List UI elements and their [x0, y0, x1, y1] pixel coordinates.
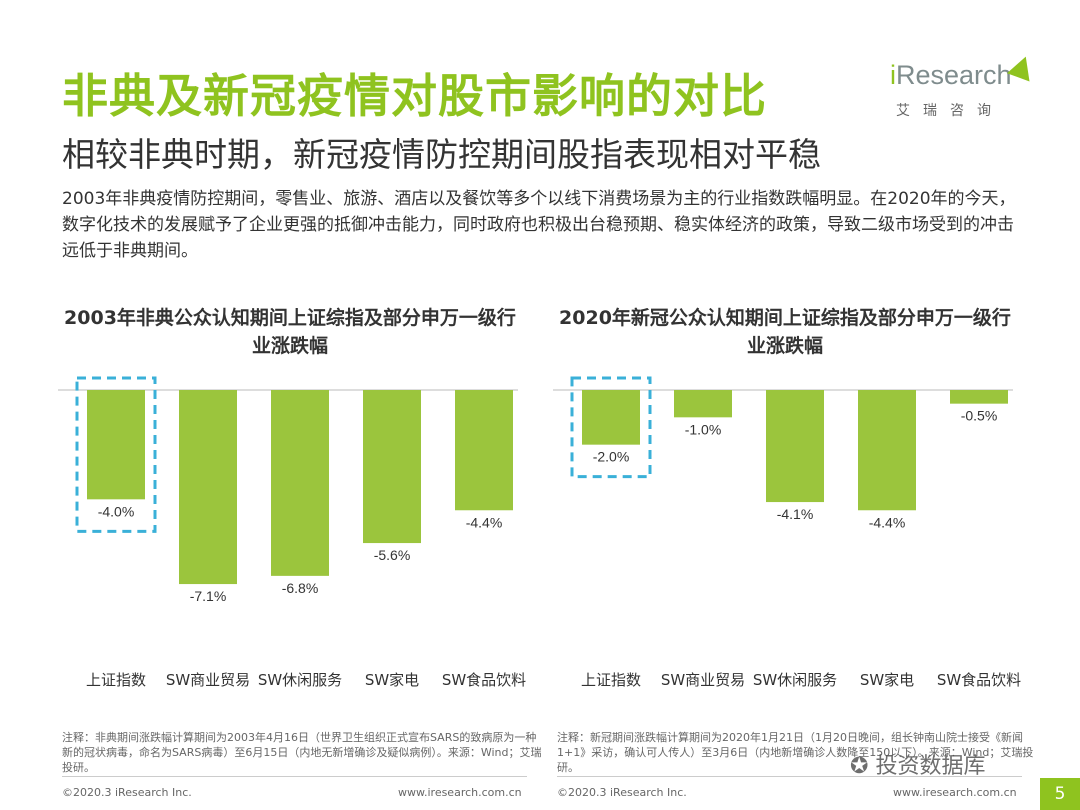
data-label: -4.4%: [869, 514, 906, 530]
category-label: SW商业贸易: [661, 671, 745, 689]
category-label: SW食品饮料: [442, 671, 526, 689]
page-title: 非典及新冠疫情对股市影响的对比: [62, 69, 767, 123]
page-number: 5: [1040, 778, 1080, 810]
bar: [179, 390, 237, 585]
data-label: -6.8%: [282, 580, 319, 596]
copyright-right: ©2020.3 iResearch Inc.: [557, 786, 687, 799]
url-right[interactable]: www.iresearch.com.cn: [893, 786, 1017, 799]
url-left[interactable]: www.iresearch.com.cn: [398, 786, 522, 799]
bar: [455, 390, 513, 511]
data-label: -4.1%: [777, 506, 814, 522]
divider-left: [62, 776, 527, 777]
bar: [271, 390, 329, 576]
logo-tagline: 艾瑞咨询: [896, 103, 1004, 119]
chart-2020: -2.0% 上证指数 -1.0% SW商业贸易 -4.1% SW休闲服务 -4.4% SW家电…: [553, 376, 1021, 689]
note-left: 注释：非典期间涨跌幅计算期间为2003年4月16日（世界卫生组织正式宣布SARS…: [62, 731, 542, 774]
bar: [950, 390, 1008, 404]
bar: [858, 390, 916, 511]
copyright-left: ©2020.3 iResearch Inc.: [62, 786, 192, 799]
page-subtitle: 相较非典时期，新冠疫情防控期间股指表现相对平稳: [62, 135, 821, 174]
category-label: SW食品饮料: [937, 671, 1021, 689]
watermark: ✪ 投资数据库: [850, 754, 986, 779]
category-label: SW休闲服务: [753, 671, 837, 689]
data-label: -4.0%: [98, 503, 135, 519]
note-right: 注释：新冠期间涨跌幅计算期间为2020年1月21日（1月20日晚间，组长钟南山院…: [557, 731, 1034, 774]
logo-wordmark: iResearch: [890, 60, 1012, 90]
iresearch-logo: iResearch 艾瑞咨询: [890, 52, 1040, 130]
data-label: -4.4%: [466, 514, 503, 530]
intro-paragraph: 2003年非典疫情防控期间，零售业、旅游、酒店以及餐饮等多个以线下消费场景为主的…: [62, 189, 1016, 261]
chart-2003: -4.0% 上证指数 -7.1% SW商业贸易 -6.8% SW休闲服务 -5.6% SW家电…: [58, 376, 526, 689]
highlight-box: [570, 376, 652, 479]
category-label: 上证指数: [86, 671, 146, 689]
category-label: 上证指数: [581, 671, 641, 689]
bar: [674, 390, 732, 418]
chart-title-2003: 2003年非典公众认知期间上证综指及部分申万一级行业涨跌幅: [64, 307, 516, 357]
category-label: SW休闲服务: [258, 671, 342, 689]
data-label: -7.1%: [190, 588, 227, 604]
data-label: -2.0%: [593, 449, 630, 465]
category-label: SW家电: [365, 671, 419, 689]
data-label: -5.6%: [374, 547, 411, 563]
category-label: SW商业贸易: [166, 671, 250, 689]
data-label: -0.5%: [961, 408, 998, 424]
category-label: SW家电: [860, 671, 914, 689]
bar: [766, 390, 824, 503]
bar: [363, 390, 421, 544]
bar: [582, 390, 640, 445]
chart-title-2020: 2020年新冠公众认知期间上证综指及部分申万一级行业涨跌幅: [559, 307, 1011, 357]
bar: [87, 390, 145, 500]
divider-right: [557, 776, 1022, 777]
highlight-box: [75, 376, 157, 533]
wechat-icon: ✪: [850, 754, 876, 779]
data-label: -1.0%: [685, 421, 722, 437]
